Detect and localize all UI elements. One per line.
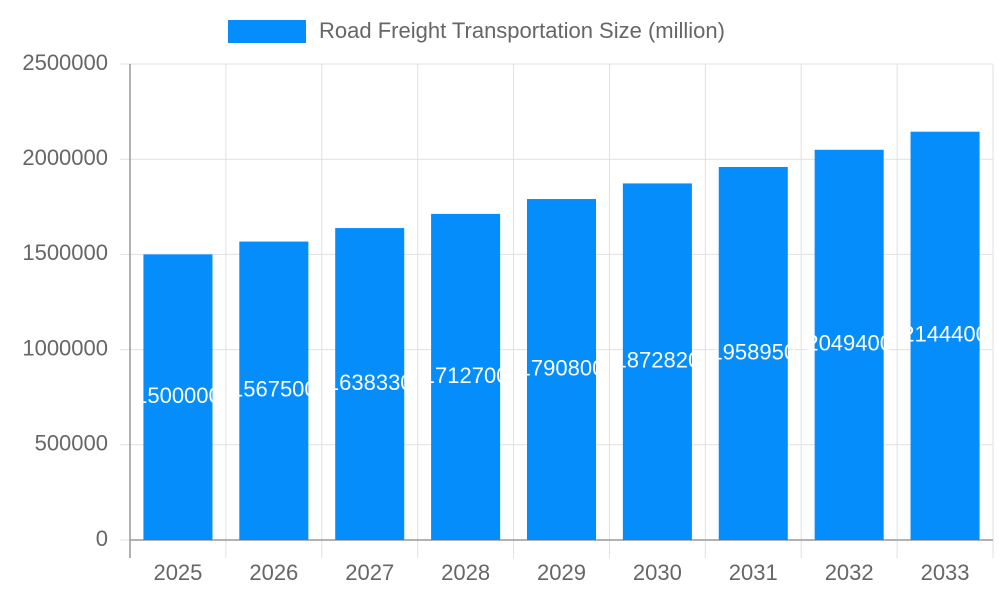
bar [622, 183, 692, 540]
bar [335, 228, 405, 541]
bar [910, 131, 980, 540]
bar [431, 213, 501, 540]
value-label: 1638330 [327, 370, 413, 395]
value-label: 1872820 [615, 348, 701, 373]
x-tick-label: 2033 [921, 560, 970, 585]
value-label: 2049400 [806, 331, 892, 356]
y-tick-label: 0 [96, 526, 108, 551]
value-label: 1500000 [135, 383, 221, 408]
legend-label: Road Freight Transportation Size (millio… [319, 18, 725, 43]
x-tick-label: 2031 [729, 560, 778, 585]
value-label: 1958950 [710, 339, 796, 364]
x-tick-label: 2028 [441, 560, 490, 585]
bar [718, 167, 788, 540]
x-tick-label: 2030 [633, 560, 682, 585]
bar [814, 149, 884, 540]
y-tick-label: 1000000 [22, 335, 108, 360]
value-label: 1712700 [423, 363, 509, 388]
value-label: 2144400 [902, 322, 988, 347]
y-tick-label: 1500000 [22, 240, 108, 265]
bar [526, 199, 597, 540]
x-tick-label: 2026 [249, 560, 298, 585]
x-tick-label: 2025 [153, 560, 202, 585]
y-tick-label: 2000000 [22, 145, 108, 170]
value-label: 1790800 [519, 355, 605, 380]
bar [239, 241, 309, 540]
x-tick-label: 2027 [345, 560, 394, 585]
x-tick-label: 2029 [537, 560, 586, 585]
bar [143, 254, 213, 540]
y-tick-label: 500000 [35, 431, 108, 456]
legend-swatch [228, 20, 306, 43]
value-label: 1567500 [231, 377, 317, 402]
y-tick-label: 2500000 [22, 50, 108, 75]
x-tick-label: 2032 [825, 560, 874, 585]
